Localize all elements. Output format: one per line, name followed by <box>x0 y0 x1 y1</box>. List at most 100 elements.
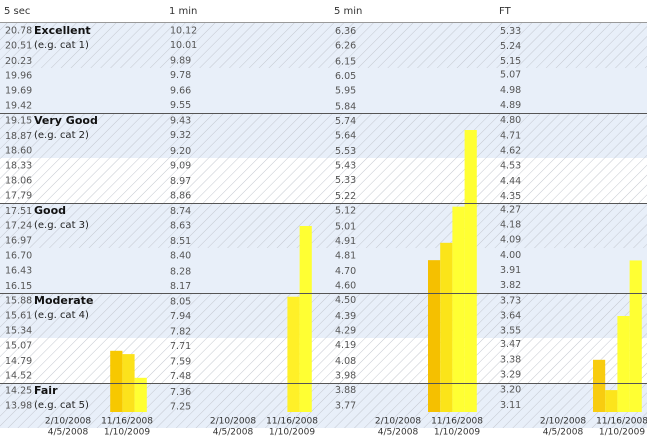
y-tick-label: 19.42 <box>5 100 32 111</box>
y-tick-label: 4.18 <box>500 220 521 231</box>
y-tick-label: 5.07 <box>500 70 521 81</box>
y-tick-label: 3.64 <box>500 311 521 322</box>
background <box>0 23 647 428</box>
y-tick-label: 8.63 <box>170 221 191 232</box>
y-tick-label: 8.05 <box>170 296 191 307</box>
y-tick-label: 18.87 <box>5 131 32 142</box>
y-tick-label: 16.15 <box>5 281 32 292</box>
y-tick-label: 9.43 <box>170 116 191 127</box>
date-label: 4/5/2008 <box>378 428 419 438</box>
date-label: 11/16/2008 <box>101 417 153 427</box>
y-tick-label: 3.98 <box>335 370 356 381</box>
y-tick-label: 5.53 <box>335 146 356 157</box>
y-tick-label: 3.11 <box>500 400 521 411</box>
y-tick-label: 7.82 <box>170 327 191 338</box>
y-tick-label: 20.78 <box>5 25 32 36</box>
header-bar <box>0 0 647 22</box>
column-title: 5 min <box>334 6 362 17</box>
band <box>0 68 647 113</box>
level-note: (e.g. cat 4) <box>34 310 89 321</box>
bar <box>428 260 441 412</box>
y-tick-label: 9.20 <box>170 146 191 157</box>
level-note: (e.g. cat 1) <box>34 40 89 51</box>
y-tick-label: 18.06 <box>5 175 32 186</box>
y-tick-label: 4.71 <box>500 130 521 141</box>
y-tick-label: 9.89 <box>170 55 191 66</box>
y-tick-label: 4.89 <box>500 100 521 111</box>
band <box>0 248 647 293</box>
y-tick-label: 6.36 <box>335 26 356 37</box>
y-tick-label: 7.25 <box>170 401 191 412</box>
y-tick-label: 8.28 <box>170 266 191 277</box>
y-tick-label: 7.94 <box>170 311 191 322</box>
y-tick-label: 20.51 <box>5 40 32 51</box>
level-note: (e.g. cat 3) <box>34 220 89 231</box>
date-label: 1/10/2009 <box>104 428 150 438</box>
y-tick-label: 3.91 <box>500 265 521 276</box>
date-label: 4/5/2008 <box>48 428 89 438</box>
y-tick-label: 15.88 <box>5 296 32 307</box>
level-name: Moderate <box>34 294 93 307</box>
y-tick-label: 7.36 <box>170 387 191 398</box>
y-tick-label: 4.53 <box>500 161 521 172</box>
y-tick-label: 6.15 <box>335 57 356 68</box>
y-tick-label: 5.74 <box>335 116 356 127</box>
y-tick-label: 4.80 <box>500 115 521 126</box>
band-hatch <box>0 338 647 383</box>
y-tick-label: 19.69 <box>5 86 32 97</box>
y-tick-label: 4.39 <box>335 311 356 322</box>
y-tick-label: 16.43 <box>5 265 32 276</box>
y-tick-label: 14.25 <box>5 386 32 397</box>
column-title: FT <box>499 6 512 17</box>
band-hatch <box>0 293 647 338</box>
y-tick-label: 4.60 <box>335 281 356 292</box>
bar <box>452 206 465 412</box>
y-tick-label: 20.23 <box>5 56 32 67</box>
y-tick-label: 4.50 <box>335 295 356 306</box>
band-hatch <box>0 203 647 248</box>
y-tick-label: 5.15 <box>500 56 521 67</box>
y-tick-label: 9.66 <box>170 86 191 97</box>
y-tick-label: 4.44 <box>500 176 521 187</box>
y-tick-label: 5.24 <box>500 41 521 52</box>
y-tick-label: 15.07 <box>5 340 32 351</box>
y-tick-label: 9.55 <box>170 100 191 111</box>
bar <box>593 359 606 412</box>
y-tick-label: 5.33 <box>335 175 356 186</box>
y-tick-label: 7.48 <box>170 371 191 382</box>
date-label: 11/16/2008 <box>431 417 483 427</box>
bar <box>605 390 618 412</box>
y-tick-label: 4.09 <box>500 235 521 246</box>
y-tick-label: 10.12 <box>170 25 197 36</box>
y-tick-label: 4.19 <box>335 340 356 351</box>
y-tick-label: 5.12 <box>335 205 356 216</box>
date-label: 2/10/2008 <box>210 417 256 427</box>
level-name: Excellent <box>34 24 91 37</box>
band-hatch <box>0 158 647 203</box>
y-tick-label: 4.00 <box>500 250 521 261</box>
y-tick-label: 4.91 <box>335 236 356 247</box>
level-name: Good <box>34 204 66 217</box>
level-note: (e.g. cat 2) <box>34 130 89 141</box>
date-label: 2/10/2008 <box>540 417 586 427</box>
bar <box>287 296 300 412</box>
date-label: 2/10/2008 <box>375 417 421 427</box>
date-label: 1/10/2009 <box>599 428 645 438</box>
y-tick-label: 18.60 <box>5 146 32 157</box>
y-tick-label: 4.35 <box>500 191 521 202</box>
y-tick-label: 18.33 <box>5 161 32 172</box>
y-tick-label: 19.15 <box>5 115 32 126</box>
y-tick-label: 9.09 <box>170 160 191 171</box>
y-tick-label: 19.96 <box>5 71 32 82</box>
column-title: 1 min <box>169 6 197 17</box>
band-hatch <box>0 23 647 68</box>
y-tick-label: 5.95 <box>335 85 356 96</box>
y-tick-label: 4.27 <box>500 204 521 215</box>
y-tick-label: 8.40 <box>170 251 191 262</box>
y-tick-label: 3.88 <box>335 385 356 396</box>
y-tick-label: 4.98 <box>500 85 521 96</box>
y-tick-label: 9.32 <box>170 130 191 141</box>
y-tick-label: 10.01 <box>170 40 197 51</box>
y-tick-label: 3.82 <box>500 280 521 291</box>
